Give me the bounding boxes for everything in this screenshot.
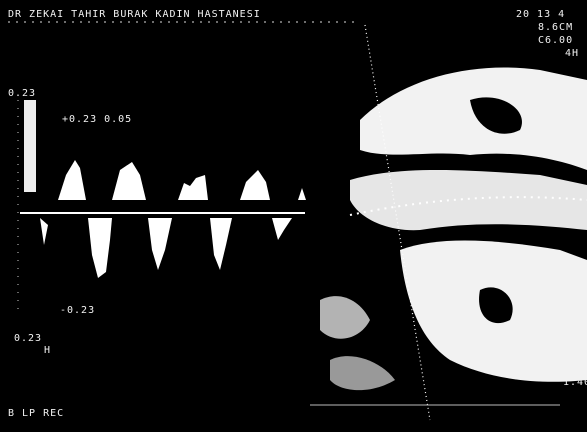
- probe: C6.00: [538, 35, 574, 46]
- side-item: 349: [563, 313, 585, 324]
- frequency: 4H: [565, 48, 580, 59]
- side-item: 0: [575, 265, 583, 276]
- spectrum-waveforms: [40, 160, 306, 278]
- time: 20 13 4: [516, 9, 566, 20]
- side-item: M: [563, 329, 571, 340]
- side-item: 5/1: [563, 345, 585, 356]
- scale-bottom: 0.23: [14, 333, 43, 344]
- readout: +0.23 0.05: [62, 114, 133, 125]
- mode: B LP REC: [8, 408, 65, 419]
- side-item: 1.40: [563, 377, 587, 388]
- scale-negative: -0.23: [60, 305, 96, 316]
- side-item: 60K: [563, 361, 585, 372]
- hospital-title: DR ZEKAI TAHIR BURAK KADIN HASTANESI: [8, 9, 261, 20]
- scale-top: 0.23: [8, 88, 37, 99]
- side-item: 3: [575, 281, 583, 292]
- gray-bar: [24, 100, 36, 192]
- b-mode-image: [320, 67, 587, 391]
- unit: H: [44, 345, 52, 356]
- sample-arc: [349, 196, 587, 216]
- cursor-line: [364, 24, 431, 421]
- depth: 8.6CM: [538, 22, 574, 33]
- side-item: L: [575, 297, 583, 308]
